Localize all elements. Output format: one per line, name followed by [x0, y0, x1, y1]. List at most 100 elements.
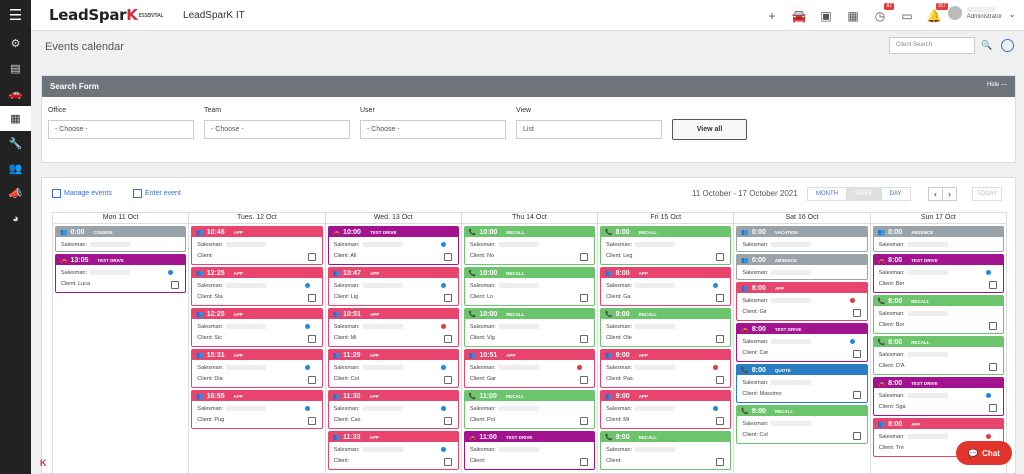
event-card[interactable]: 👥 0:00 ABSENCE Salesman:: [872, 226, 1004, 252]
garage-icon[interactable]: ▣: [818, 8, 834, 24]
event-card[interactable]: 👥 10:47 APP Salesman: Client: Lig: [327, 267, 459, 306]
event-card[interactable]: 👥 0:00 VACATION Salesman:: [736, 226, 868, 252]
event-card[interactable]: 👥 11:29 APP Salesman: Client: Col: [327, 349, 459, 388]
calendar-check-icon[interactable]: [852, 309, 861, 317]
enter-event-link[interactable]: Enter event: [133, 189, 181, 198]
bell-icon[interactable]: 🔔 357: [926, 2, 948, 24]
chat-button[interactable]: 💬 Chat: [956, 441, 1012, 465]
car-icon[interactable]: 🚘: [791, 8, 807, 24]
view-day-button[interactable]: DAY: [880, 187, 911, 201]
event-card[interactable]: 👥 0:00 COURSE Salesman:: [55, 226, 187, 252]
user-select[interactable]: - Choose -: [360, 120, 506, 139]
event-card[interactable]: 👥 10:51 APP Salesman: Client: Mi: [327, 308, 459, 347]
calendar-check-icon[interactable]: [580, 458, 589, 466]
event-card[interactable]: 📞 10:00 RECALL Salesman: Client: Lo: [463, 267, 596, 306]
plus-icon[interactable]: +: [764, 8, 780, 24]
event-card[interactable]: 📞 10:00 RECALL Salesman: Client: No: [463, 226, 596, 265]
manage-events-link[interactable]: Manage events: [52, 189, 112, 198]
view-all-button[interactable]: View all: [672, 119, 747, 140]
event-card[interactable]: 👥 9:00 APP Salesman: Client: Mi: [600, 390, 732, 429]
calendar-icon[interactable]: ▦: [845, 8, 861, 24]
event-card[interactable]: 👥 11:33 APP Salesman: Client:: [327, 431, 459, 470]
search-icon[interactable]: 🔍: [981, 40, 993, 50]
calendar-check-icon[interactable]: [580, 335, 589, 343]
client-search-input[interactable]: Client Search: [889, 37, 975, 54]
clock-icon[interactable]: ◷ 82: [872, 2, 894, 24]
team-select[interactable]: - Choose -: [204, 120, 350, 139]
event-card[interactable]: 👥 10:46 APP Salesman: Client:: [191, 226, 323, 265]
sidebar-item-reports[interactable]: ◕: [12, 212, 19, 225]
event-card[interactable]: 👥 0:00 ABSENCE Salesman:: [736, 254, 868, 280]
calendar-check-icon[interactable]: [852, 432, 861, 440]
sidebar-item-vehicles[interactable]: 🚗: [8, 88, 23, 100]
calendar-check-icon[interactable]: [443, 417, 452, 425]
event-card[interactable]: 👥 15:31 APP Salesman: Client: Dia: [191, 349, 323, 388]
calendar-check-icon[interactable]: [988, 363, 997, 371]
event-card[interactable]: 👥 8:00 APP Salesman: Client: Gir: [736, 282, 868, 321]
calendar-check-icon[interactable]: [171, 281, 180, 289]
chevron-down-icon[interactable]: ⌄: [1008, 9, 1016, 19]
calendar-check-icon[interactable]: [716, 458, 725, 466]
sidebar-item-settings[interactable]: ⚙: [10, 38, 21, 50]
office-select[interactable]: - Choose -: [48, 120, 194, 139]
calendar-check-icon[interactable]: [988, 322, 997, 330]
event-card[interactable]: 📞 8:00 RECALL Salesman: Client: Bor: [872, 295, 1004, 334]
event-card[interactable]: 👥 12:25 APP Salesman: Client: Sic: [191, 308, 323, 347]
calendar-check-icon[interactable]: [716, 294, 725, 302]
event-card[interactable]: 📞 8:00 QUOTE Salesman: Client: Massimo: [736, 364, 868, 403]
view-week-button[interactable]: WEEK: [846, 187, 882, 201]
calendar-check-icon[interactable]: [716, 376, 725, 384]
sidebar-item-tools[interactable]: 🔧: [8, 138, 23, 150]
calendar-check-icon[interactable]: [443, 294, 452, 302]
view-month-button[interactable]: MONTH: [807, 187, 847, 201]
event-card[interactable]: 👥 9:00 APP Salesman: Client: Pas: [600, 349, 732, 388]
sidebar-item-calendar[interactable]: ▦: [0, 106, 31, 131]
calendar-check-icon[interactable]: [716, 253, 725, 261]
event-card[interactable]: 👥 11:30 APP Salesman: Client: Cas: [327, 390, 459, 429]
calendar-check-icon[interactable]: [307, 253, 316, 261]
calendar-check-icon[interactable]: [716, 417, 725, 425]
event-card[interactable]: 🚗 8:00 TEST DRIVE Salesman: Client: Sga: [872, 377, 1004, 416]
calendar-check-icon[interactable]: [580, 376, 589, 384]
user-menu[interactable]: Administrator: [947, 6, 1002, 20]
hide-toggle[interactable]: Hide —: [986, 82, 1007, 88]
view-select[interactable]: List: [516, 120, 662, 139]
calendar-check-icon[interactable]: [443, 376, 452, 384]
calendar-check-icon[interactable]: [852, 391, 861, 399]
event-card[interactable]: 👥 10:51 APP Salesman: Client: Gar: [463, 349, 596, 388]
calendar-check-icon[interactable]: [307, 376, 316, 384]
event-card[interactable]: 📞 8:00 RECALL Salesman: Client: D'A: [872, 336, 1004, 375]
next-week-button[interactable]: ›: [942, 187, 957, 201]
app-logo[interactable]: LeadSparKESSENTIAL: [49, 6, 163, 24]
calendar-check-icon[interactable]: [443, 335, 452, 343]
sidebar-item-campaigns[interactable]: 📣: [8, 188, 23, 200]
calendar-check-icon[interactable]: [988, 281, 997, 289]
calendar-check-icon[interactable]: [443, 458, 452, 466]
chat-icon[interactable]: ▭: [899, 8, 915, 24]
prev-week-button[interactable]: ‹: [928, 187, 943, 201]
calendar-check-icon[interactable]: [307, 417, 316, 425]
globe-icon[interactable]: [1001, 39, 1014, 52]
event-card[interactable]: 📞 10:00 RECALL Salesman: Client: Vig: [463, 308, 596, 347]
calendar-check-icon[interactable]: [307, 294, 316, 302]
menu-icon[interactable]: ☰: [0, 0, 31, 31]
calendar-check-icon[interactable]: [580, 417, 589, 425]
sidebar-item-contacts[interactable]: ▤: [10, 63, 21, 75]
event-card[interactable]: 👥 16:55 APP Salesman: Client: Pug: [191, 390, 323, 429]
sidebar-item-users[interactable]: 👥: [8, 163, 23, 175]
calendar-check-icon[interactable]: [988, 404, 997, 412]
event-card[interactable]: 📞 11:00 RECALL Salesman: Client: Pol: [463, 390, 596, 429]
calendar-check-icon[interactable]: [443, 253, 452, 261]
event-card[interactable]: 🚗 8:00 TEST DRIVE Salesman: Client: Car: [736, 323, 868, 362]
event-card[interactable]: 🚗 11:00 TEST DRIVE Salesman: Client:: [463, 431, 596, 470]
event-card[interactable]: 📞 9:00 RECALL Salesman: Client:: [600, 431, 732, 470]
event-card[interactable]: 📞 9:00 RECALL Salesman: Client: Ole: [600, 308, 732, 347]
event-card[interactable]: 👥 8:00 APP Salesman: Client: Ga: [600, 267, 732, 306]
calendar-check-icon[interactable]: [716, 335, 725, 343]
calendar-check-icon[interactable]: [580, 294, 589, 302]
event-card[interactable]: 📞 8:00 RECALL Salesman: Client: Leg: [600, 226, 732, 265]
event-card[interactable]: 🚗 8:00 TEST DRIVE Salesman: Client: Ber: [872, 254, 1004, 293]
event-card[interactable]: 👥 12:25 APP Salesman: Client: Sta: [191, 267, 323, 306]
event-card[interactable]: 🚗 13:05 TEST DRIVE Salesman: Client: Luca: [55, 254, 187, 293]
event-card[interactable]: 📞 8:00 RECALL Salesman: Client: Col: [736, 405, 868, 444]
